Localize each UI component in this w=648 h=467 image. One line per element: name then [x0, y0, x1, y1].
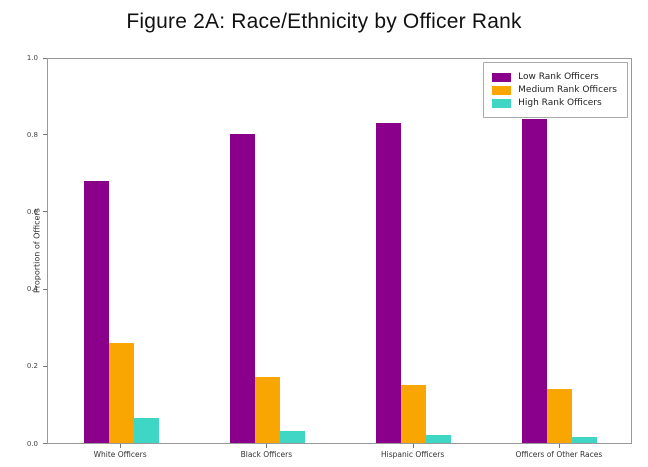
bar-high-rank-officers-hispanic-officers	[426, 435, 452, 443]
x-tick-mark	[266, 444, 268, 448]
legend-item-high-rank-officers: High Rank Officers	[492, 98, 617, 108]
y-tick-label: 0.2	[26, 362, 38, 371]
legend-label: Medium Rank Officers	[518, 85, 617, 95]
y-tick-mark	[43, 211, 47, 213]
legend-item-low-rank-officers: Low Rank Officers	[492, 72, 617, 82]
legend-label: Low Rank Officers	[518, 72, 599, 82]
x-tick-label-white-officers: White Officers	[93, 450, 147, 459]
x-axis: White Officers Black Officers Hispanic Off…	[47, 444, 632, 467]
y-tick-label: 0.8	[26, 130, 38, 139]
legend-swatch-icon	[492, 98, 512, 108]
bar-high-rank-officers-black-officers	[279, 431, 305, 443]
y-tick-mark	[43, 58, 47, 59]
legend: Low Rank Officers Medium Rank Officers Hig…	[483, 62, 628, 118]
y-tick-label: 0.6	[26, 207, 38, 216]
x-tick-mark	[412, 444, 414, 448]
bar-low-rank-officers-white-officers	[83, 180, 109, 443]
legend-swatch-icon	[492, 72, 512, 82]
x-tick-mark	[120, 444, 122, 448]
y-tick-label: 0.0	[26, 439, 38, 448]
legend-swatch-icon	[492, 85, 512, 95]
bar-low-rank-officers-officers-of-other-races	[522, 118, 548, 443]
x-tick-mark	[558, 444, 560, 448]
bar-low-rank-officers-black-officers	[229, 134, 255, 443]
bar-high-rank-officers-officers-of-other-races	[572, 437, 598, 443]
bar-low-rank-officers-hispanic-officers	[376, 122, 402, 443]
y-tick-mark	[43, 365, 47, 367]
chart-title: Figure 2A: Race/Ethnicity by Officer Ran…	[126, 10, 522, 33]
x-tick-label-black-officers: Black Officers	[240, 450, 293, 459]
bar-medium-rank-officers-black-officers	[254, 377, 280, 443]
y-tick-label: 1.0	[26, 53, 38, 62]
x-tick-label-hispanic-officers: Hispanic Officers	[381, 450, 445, 459]
y-tick-mark	[43, 134, 47, 136]
plot-area: Low Rank Officers Medium Rank Officers Hig…	[47, 58, 632, 444]
y-tick-label: 0.4	[26, 285, 38, 294]
x-tick-label-officers-of-other-races: Officers of Other Races	[515, 450, 603, 459]
bar-high-rank-officers-white-officers	[133, 417, 159, 443]
y-tick-mark	[43, 288, 47, 290]
bar-medium-rank-officers-hispanic-officers	[401, 385, 427, 443]
y-axis: Proportion of Officers 0.0 0.2 0.4 0.6 0.8 1.…	[0, 53, 47, 447]
bar-medium-rank-officers-officers-of-other-races	[547, 388, 573, 443]
legend-item-medium-rank-officers: Medium Rank Officers	[492, 85, 617, 95]
y-tick-mark	[43, 443, 47, 444]
legend-label: High Rank Officers	[518, 98, 602, 108]
bar-medium-rank-officers-white-officers	[108, 342, 134, 443]
